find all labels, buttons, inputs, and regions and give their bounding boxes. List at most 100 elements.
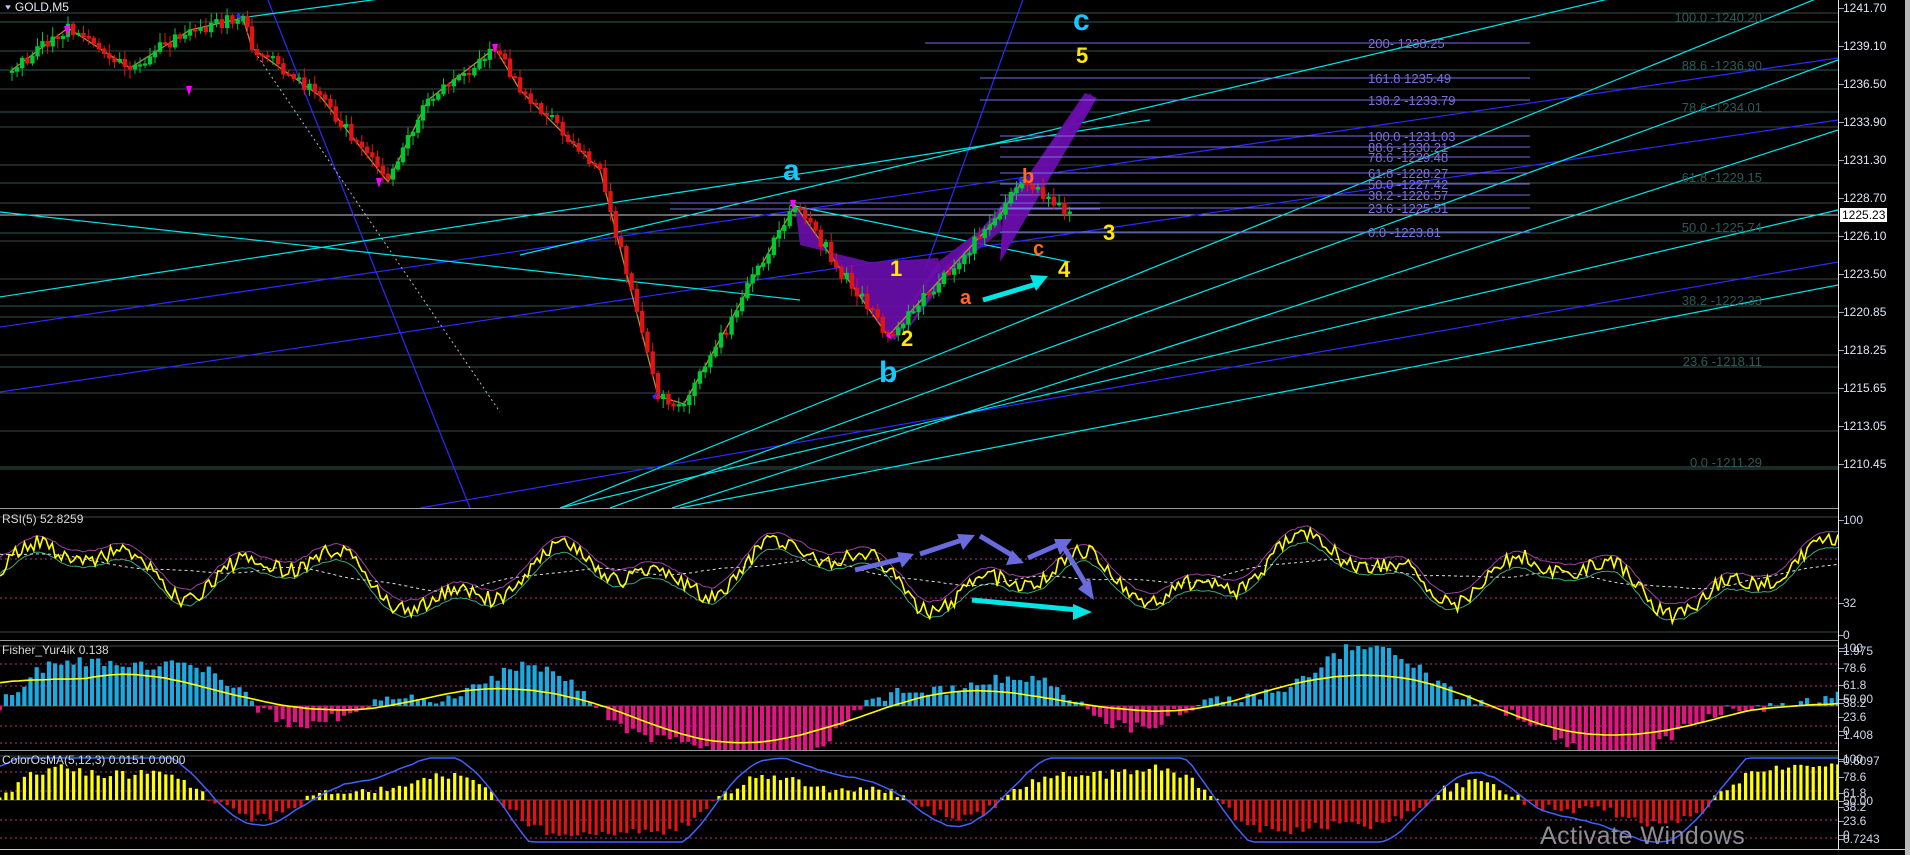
price-axis-tick: 1228.70 [1843,191,1887,205]
right-scrollbar[interactable] [1905,0,1910,855]
osma-bar [78,768,82,800]
osma-bar [1541,800,1545,812]
fisher-bar [1639,706,1644,750]
osma-bar [1172,772,1176,800]
osma-bar [1737,783,1741,800]
osma-bar [397,785,401,800]
fisher-histogram [0,644,1838,750]
candle-body [249,26,255,50]
fisher-bar [323,706,328,723]
fisher-bar [1657,706,1662,740]
candle-body [645,331,650,353]
fisher-bar [483,683,488,706]
osma-bar [1424,800,1428,806]
candle-body [302,77,307,91]
osma-bar [569,800,574,837]
fib-level-label: 50.0 -1225.74 [1681,220,1762,235]
candle-body [926,293,931,296]
rsi-panel[interactable]: RSI(5) 52.8259 [0,510,1838,640]
fisher-bar [1528,706,1533,726]
fisher-bar [821,706,826,747]
osma-bar [508,800,512,810]
axis-tick-dash [1839,274,1844,275]
candle-body [587,151,592,164]
price-axis-tick: 1241.70 [1843,1,1887,15]
fisher-bar [231,687,236,706]
candle-body [14,67,20,72]
fisher-bar [16,692,21,706]
fisher-bar [1171,706,1176,709]
fisher-bar [753,706,758,750]
osma-bar [10,791,14,800]
osma-bar [772,775,776,800]
fisher-bar [833,706,838,729]
candle-body [182,34,188,39]
axis-tick-dash [1839,699,1844,700]
candle-body [86,36,91,39]
fisher-indicator-label: Fisher_Yur4ik 0.138 [2,643,109,657]
candle-body [55,36,60,40]
fisher-bar [1368,647,1373,706]
axis-tick-dash [1839,731,1844,732]
colorosma-panel[interactable]: ColorOsMA(5,12,3) 0.0151 0.0000 [0,752,1838,848]
subpanel-axis-tick: 0 [1843,724,1850,738]
price-panel[interactable] [0,0,1838,508]
fisher-panel[interactable]: Fisher_Yur4ik 0.138 [0,642,1838,750]
candle-body [603,167,608,193]
fisher-bar [1331,653,1336,706]
horizontal-scrollbar[interactable] [0,849,1910,855]
candle-body [472,67,477,76]
osma-bar [588,800,592,835]
fisher-bar [1202,699,1207,706]
osma-bar [735,788,740,800]
fisher-bar [1282,691,1287,706]
candle-body [405,135,411,149]
osma-bar [201,791,205,800]
osma-bar [305,795,309,800]
subpanel-axis-tick: 50.00 [1843,794,1874,808]
osma-bar [1565,800,1569,810]
osma-bar [1393,800,1397,817]
osma-bar [311,795,315,800]
fisher-bar [1731,706,1736,709]
osma-bar [1246,800,1250,826]
candle-body [718,332,724,348]
wave-label-1: 1 [890,256,903,281]
fisher-bar [1091,706,1097,716]
candle-body [1067,211,1072,214]
axis-tick-dash [1839,84,1844,85]
osma-bar [1233,800,1237,821]
fib-level-label: 78.6 -1229.48 [1368,150,1449,165]
fisher-bar [1245,693,1250,706]
fisher-bar [1669,706,1674,741]
osma-bar [520,800,524,822]
osma-bar [858,787,862,800]
fisher-bar [378,700,383,706]
fisher-bar [1134,706,1140,723]
candle-body [296,77,302,80]
fisher-bar [421,699,427,706]
price-axis[interactable]: 1241.70 1239.10 1236.50 1233.90 1231.30 1228.… [1838,0,1910,855]
osma-bar [1731,784,1735,800]
rsi-indicator-label: RSI(5) 52.8259 [2,512,84,526]
fisher-bar [1233,702,1238,706]
candle-body [328,98,333,108]
candle-body [724,332,729,335]
fisher-bar [311,706,316,722]
fisher-bar [759,706,765,750]
fisher-bar [139,661,144,706]
osma-bar [502,800,506,808]
candle-body [359,141,365,148]
osma-bar [1528,800,1532,801]
osma-bar [1817,766,1821,800]
osma-bar [367,791,371,800]
fisher-bar [1712,706,1717,718]
candle-body [870,308,875,311]
fisher-bar [1264,689,1269,706]
fisher-bar [1522,706,1527,722]
candle-body [142,63,148,66]
osma-bar [1313,800,1317,823]
panel-separator-1 [0,508,1838,509]
fisher-bar [434,703,439,706]
